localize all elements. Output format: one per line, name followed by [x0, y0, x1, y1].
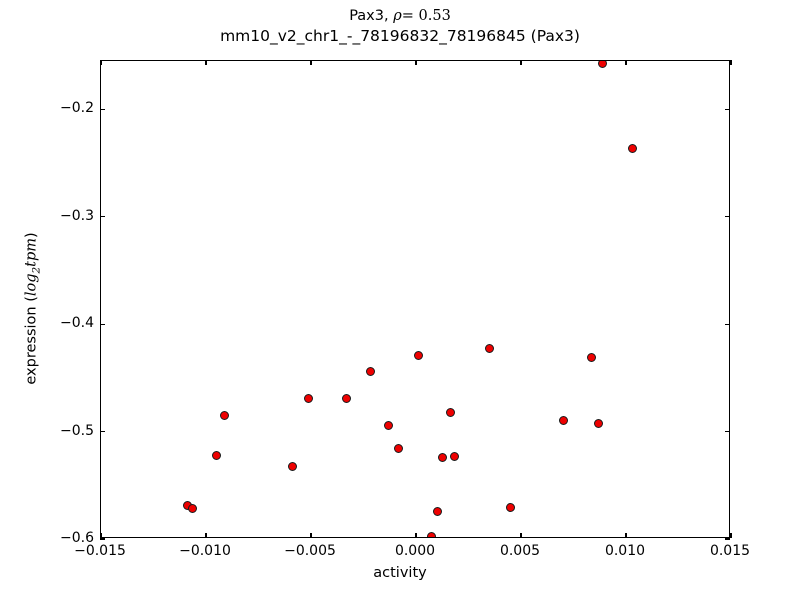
data-point: [303, 393, 313, 403]
data-point: [342, 393, 352, 403]
data-point: [437, 453, 447, 463]
data-point: [628, 143, 638, 153]
x-axis-tick-label: −0.010: [179, 543, 231, 559]
y-axis-tick-right: [725, 108, 730, 110]
x-axis-tick-top: [310, 60, 312, 65]
data-point: [384, 420, 394, 430]
data-point: [594, 418, 604, 428]
data-point: [558, 415, 568, 425]
x-axis-tick-label: −0.005: [284, 543, 336, 559]
x-axis-tick-label: −0.015: [74, 543, 126, 559]
data-point: [414, 351, 424, 361]
data-point: [432, 507, 442, 517]
data-point: [220, 410, 230, 420]
y-axis-tick: [100, 430, 105, 433]
x-axis-tick-top: [100, 60, 102, 65]
y-axis-label-suffix: ): [23, 232, 40, 238]
rho-symbol: ρ: [393, 8, 402, 24]
data-point: [597, 61, 607, 68]
y-axis-tick-right: [725, 430, 730, 433]
x-axis-tick: [415, 533, 417, 538]
x-axis-tick-top: [205, 60, 207, 65]
y-axis-tick-label: −0.4: [60, 315, 94, 332]
y-axis-tick-right: [725, 323, 730, 325]
data-point: [587, 352, 597, 362]
data-point: [188, 503, 198, 513]
x-axis-tick-top: [625, 60, 627, 65]
data-point: [449, 452, 459, 462]
data-point: [365, 366, 375, 376]
data-point: [288, 462, 298, 472]
data-point: [211, 451, 221, 461]
title-gene-name: Pax3,: [349, 8, 389, 24]
x-axis-tick-top: [415, 60, 417, 65]
x-axis-tick-top: [520, 60, 522, 65]
data-point: [427, 532, 437, 537]
chart-title: Pax3, ρ= 0.53 mm10_v2_chr1_-_78196832_78…: [0, 8, 800, 45]
y-axis-tick-label: −0.6: [60, 530, 94, 546]
plot-axes: [100, 60, 732, 540]
y-axis-tick-label: −0.2: [60, 100, 94, 117]
chart-title-line-1: Pax3, ρ= 0.53: [0, 8, 800, 25]
y-axis-tick-right: [725, 538, 730, 540]
y-axis-label-math-unit: tpm: [23, 237, 40, 267]
x-axis-tick-label: 0.015: [709, 543, 751, 559]
data-point: [506, 502, 516, 512]
y-axis-label: expression (log2tpm): [24, 108, 43, 508]
x-axis-tick: [310, 533, 312, 538]
rho-value: = 0.53: [401, 8, 451, 24]
y-axis-tick: [100, 108, 105, 110]
y-axis-label-prefix: expression (: [23, 296, 40, 385]
x-axis-tick-top: [730, 60, 732, 65]
y-axis-label-math-base: log: [23, 273, 40, 297]
y-axis-tick: [100, 323, 105, 325]
x-axis-tick-label: 0.005: [499, 543, 541, 559]
x-axis-tick-label: 0.000: [394, 543, 436, 559]
y-axis-tick: [100, 216, 105, 218]
x-axis-tick: [625, 533, 627, 538]
data-point: [445, 407, 455, 417]
y-axis-label-math-sub: 2: [30, 266, 43, 274]
y-axis-tick-label: −0.5: [60, 422, 94, 439]
y-axis-tick-right: [725, 216, 730, 218]
plot-data-area: [101, 61, 729, 537]
x-axis-tick-label: 0.010: [604, 543, 646, 559]
x-axis-tick: [730, 533, 732, 538]
y-axis-tick: [100, 538, 105, 540]
y-axis-tick-label: −0.3: [60, 207, 94, 224]
x-axis-tick: [520, 533, 522, 538]
data-point: [484, 343, 494, 353]
x-axis-tick: [100, 533, 102, 538]
data-point: [394, 444, 404, 454]
x-axis-label: activity: [373, 565, 427, 581]
chart-title-line-2: mm10_v2_chr1_-_78196832_78196845 (Pax3): [220, 27, 580, 46]
x-axis-tick: [205, 533, 207, 538]
